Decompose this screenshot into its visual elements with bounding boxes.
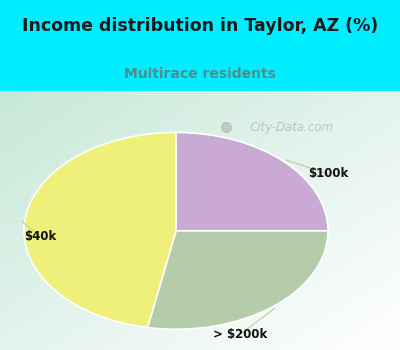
- Wedge shape: [176, 132, 328, 231]
- Wedge shape: [148, 231, 328, 329]
- Text: $100k: $100k: [308, 167, 348, 180]
- Text: Multirace residents: Multirace residents: [124, 67, 276, 81]
- Text: $40k: $40k: [24, 230, 56, 243]
- Text: Income distribution in Taylor, AZ (%): Income distribution in Taylor, AZ (%): [22, 18, 378, 35]
- Text: > $200k: > $200k: [213, 328, 267, 341]
- Wedge shape: [24, 132, 176, 328]
- Text: City-Data.com: City-Data.com: [250, 121, 334, 134]
